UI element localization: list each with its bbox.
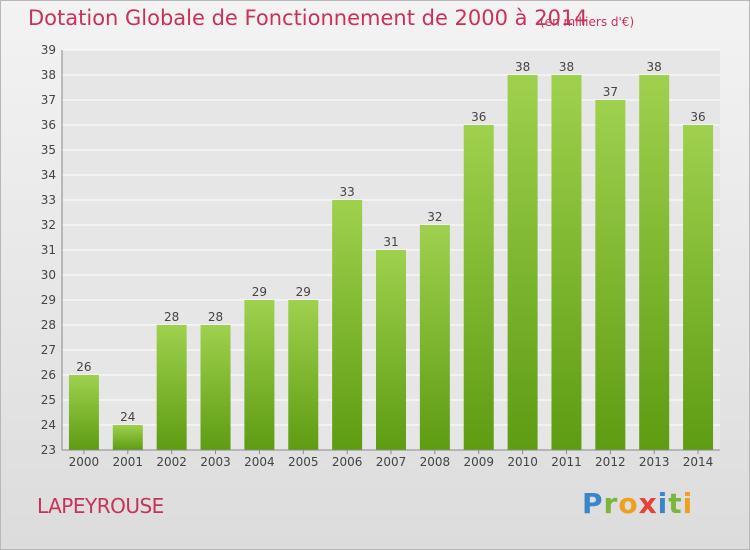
x-tick-label: 2010 bbox=[507, 455, 538, 469]
y-tick-label: 28 bbox=[41, 318, 56, 332]
bar-value-label: 26 bbox=[76, 360, 91, 374]
bar bbox=[376, 250, 406, 450]
bar-value-label: 28 bbox=[164, 310, 179, 324]
chart-unit-label: (en milliers d'€) bbox=[540, 15, 635, 29]
x-tick-label: 2004 bbox=[244, 455, 275, 469]
x-tick-label: 2002 bbox=[156, 455, 187, 469]
bar bbox=[332, 200, 363, 450]
y-tick-label: 24 bbox=[41, 418, 56, 432]
y-tick-label: 36 bbox=[41, 118, 56, 132]
x-tick-label: 2007 bbox=[376, 455, 407, 469]
y-tick-label: 31 bbox=[41, 243, 56, 257]
bar bbox=[595, 100, 626, 450]
bar bbox=[639, 75, 670, 450]
bar-value-label: 29 bbox=[296, 285, 311, 299]
commune-name: LAPEYROUSE bbox=[37, 494, 164, 518]
bar bbox=[463, 125, 494, 450]
bar bbox=[68, 375, 99, 450]
y-tick-label: 33 bbox=[41, 193, 56, 207]
bar bbox=[683, 125, 714, 450]
bar-value-label: 38 bbox=[515, 60, 530, 74]
y-tick-label: 37 bbox=[41, 93, 56, 107]
bar-value-label: 24 bbox=[120, 410, 135, 424]
bar-value-label: 38 bbox=[559, 60, 574, 74]
bar bbox=[244, 300, 275, 450]
x-tick-label: 2005 bbox=[288, 455, 319, 469]
y-tick-label: 39 bbox=[41, 43, 56, 57]
y-tick-label: 25 bbox=[41, 393, 56, 407]
chart-title: Dotation Globale de Fonctionnement de 20… bbox=[28, 6, 588, 30]
x-tick-label: 2013 bbox=[639, 455, 670, 469]
y-tick-label: 30 bbox=[41, 268, 56, 282]
y-tick-label: 23 bbox=[41, 443, 56, 457]
bar-value-label: 36 bbox=[471, 110, 486, 124]
y-tick-label: 32 bbox=[41, 218, 56, 232]
bar-value-label: 29 bbox=[252, 285, 267, 299]
bar-value-label: 31 bbox=[383, 235, 398, 249]
bar-value-label: 36 bbox=[690, 110, 705, 124]
x-tick-label: 2008 bbox=[420, 455, 451, 469]
y-tick-label: 38 bbox=[41, 68, 56, 82]
bar bbox=[156, 325, 187, 450]
bar bbox=[112, 425, 143, 450]
x-tick-label: 2012 bbox=[595, 455, 626, 469]
proxiti-logo: Proxiti bbox=[582, 487, 694, 520]
x-tick-label: 2001 bbox=[113, 455, 144, 469]
bar bbox=[200, 325, 231, 450]
x-tick-label: 2006 bbox=[332, 455, 363, 469]
y-tick-label: 34 bbox=[41, 168, 56, 182]
bar bbox=[551, 75, 582, 450]
bar-value-label: 37 bbox=[603, 85, 618, 99]
x-tick-label: 2003 bbox=[200, 455, 231, 469]
x-tick-label: 2000 bbox=[69, 455, 100, 469]
bar bbox=[419, 225, 450, 450]
y-tick-label: 26 bbox=[41, 368, 56, 382]
y-tick-label: 27 bbox=[41, 343, 56, 357]
bar bbox=[288, 300, 319, 450]
bar-value-label: 38 bbox=[647, 60, 662, 74]
y-tick-label: 35 bbox=[41, 143, 56, 157]
x-tick-label: 2011 bbox=[551, 455, 582, 469]
x-tick-label: 2014 bbox=[683, 455, 714, 469]
y-tick-label: 29 bbox=[41, 293, 56, 307]
bar-value-label: 32 bbox=[427, 210, 442, 224]
bar-value-label: 33 bbox=[339, 185, 354, 199]
bar-value-label: 28 bbox=[208, 310, 223, 324]
bar bbox=[507, 75, 538, 450]
x-tick-label: 2009 bbox=[463, 455, 494, 469]
